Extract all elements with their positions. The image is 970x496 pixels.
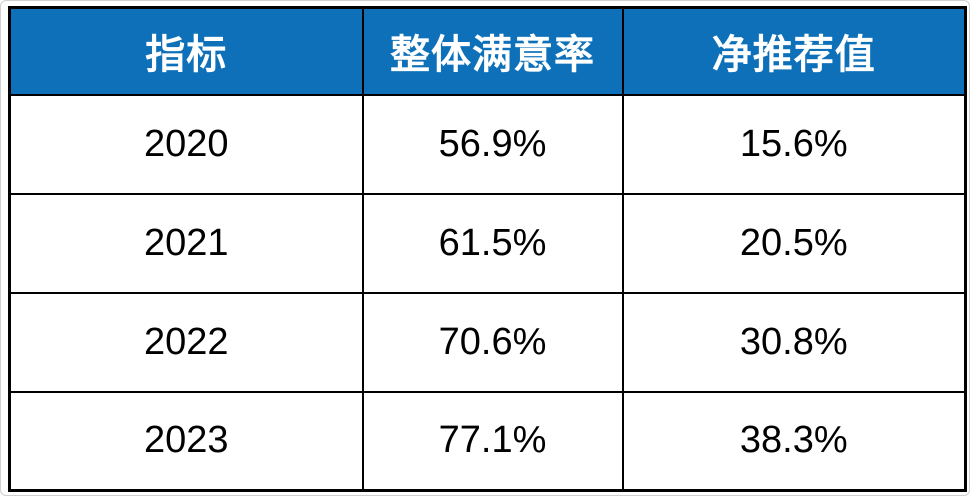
satisfaction-cell: 61.5% [361,192,624,294]
year-cell: 2022 [8,291,364,393]
nps-cell: 15.6% [621,93,967,195]
table-row: 2020 56.9% 15.6% [8,93,967,195]
year-cell: 2021 [8,192,364,294]
satisfaction-cell: 56.9% [361,93,624,195]
year-cell: 2020 [8,93,364,195]
nps-cell: 38.3% [621,390,967,492]
satisfaction-nps-table: 指标 整体满意率 净推荐值 2020 56.9% 15.6% 2021 61.5… [8,6,967,492]
table-row: 2023 77.1% 38.3% [8,390,967,492]
satisfaction-cell: 77.1% [361,390,624,492]
nps-cell: 20.5% [621,192,967,294]
table-header-row: 指标 整体满意率 净推荐值 [8,6,967,96]
satisfaction-cell: 70.6% [361,291,624,393]
header-cell-indicator: 指标 [8,6,364,96]
header-cell-net-promoter: 净推荐值 [621,6,967,96]
nps-cell: 30.8% [621,291,967,393]
header-cell-overall-satisfaction: 整体满意率 [361,6,624,96]
table-row: 2022 70.6% 30.8% [8,291,967,393]
table-row: 2021 61.5% 20.5% [8,192,967,294]
year-cell: 2023 [8,390,364,492]
